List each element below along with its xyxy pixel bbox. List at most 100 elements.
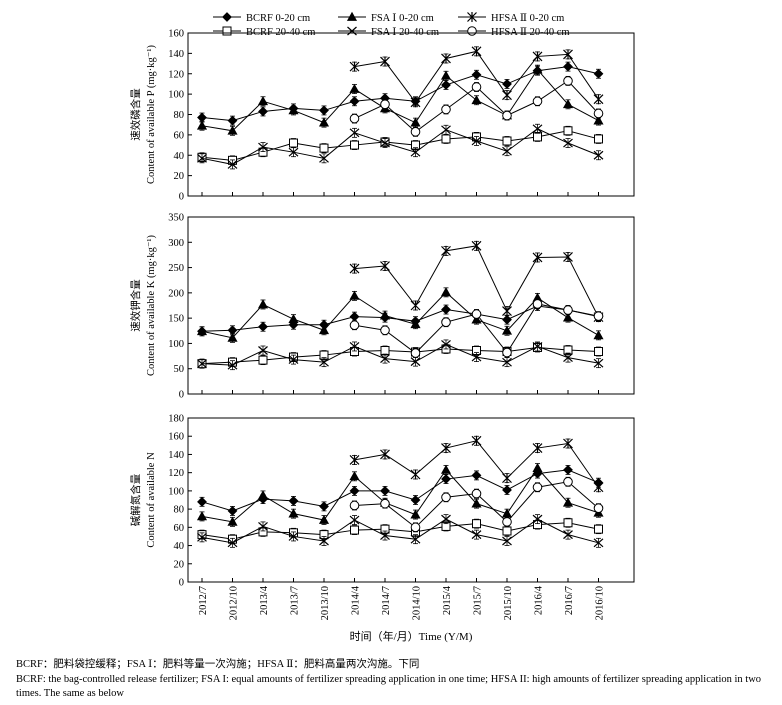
data-point xyxy=(349,320,360,331)
data-point xyxy=(258,521,268,531)
panel-1: 0 20 40 60 80 100 120 140 160 速效磷含量 Content of ava… xyxy=(129,29,635,203)
y-tick-label: 60 xyxy=(174,523,185,534)
data-point xyxy=(349,515,360,525)
data-point xyxy=(197,359,207,369)
data-point xyxy=(227,159,238,169)
y-tick-label: 180 xyxy=(168,414,184,425)
legend-marker-cross xyxy=(347,26,357,36)
y-axis-title-en: Content of available N xyxy=(146,452,157,548)
y-axis: 0 20 40 60 80 100 120 140 160 xyxy=(168,29,192,203)
data-point xyxy=(502,357,512,367)
y-tick-label: 350 xyxy=(168,213,184,224)
data-point xyxy=(594,347,603,357)
data-point xyxy=(410,534,421,544)
data-point xyxy=(471,136,482,146)
y-tick-label: 160 xyxy=(168,432,184,443)
data-point xyxy=(257,490,269,500)
y-tick-label: 200 xyxy=(168,288,184,299)
x-tick-label: 2014/7 xyxy=(381,586,392,615)
data-point xyxy=(349,342,360,351)
data-point xyxy=(471,95,482,105)
data-point xyxy=(288,105,299,115)
data-point xyxy=(594,524,603,534)
data-point xyxy=(257,299,269,309)
series-line xyxy=(201,346,599,365)
data-point xyxy=(471,530,482,540)
series-line xyxy=(354,245,599,318)
y-tick-label: 250 xyxy=(168,263,184,274)
legend-marker-circle xyxy=(467,26,477,36)
data-point xyxy=(501,508,513,518)
data-point xyxy=(197,496,207,507)
y-tick-label: 20 xyxy=(174,171,185,182)
data-point xyxy=(593,68,604,79)
data-point xyxy=(471,46,482,57)
data-point xyxy=(288,147,299,157)
series-circle xyxy=(349,299,604,358)
data-point xyxy=(380,449,390,460)
data-point xyxy=(319,105,329,116)
data-point xyxy=(533,132,542,142)
data-point xyxy=(441,80,451,90)
x-axis: 2012/7 2012/10 2013/4 2013/7 2013/10 2014/4 20… xyxy=(198,585,606,620)
plot-frame xyxy=(187,32,635,197)
data-point xyxy=(502,146,512,156)
data-point xyxy=(349,83,360,93)
x-tick-label: 2013/7 xyxy=(290,586,301,615)
data-point xyxy=(227,360,238,370)
y-axis-title-en: Content of available P (mg·kg⁻¹) xyxy=(146,45,157,184)
data-point xyxy=(258,355,268,365)
data-point xyxy=(196,326,208,336)
data-point xyxy=(593,358,604,368)
data-point xyxy=(410,522,421,533)
data-point xyxy=(257,96,269,106)
y-axis-title-cn: 碱解氮含量 xyxy=(129,473,142,526)
data-point xyxy=(532,342,543,351)
x-tick-label: 2012/10 xyxy=(229,586,240,620)
data-point xyxy=(502,485,512,495)
data-point xyxy=(258,346,268,355)
data-point xyxy=(441,514,451,524)
data-point xyxy=(563,61,573,72)
y-tick-label: 300 xyxy=(168,238,184,249)
data-point xyxy=(471,488,482,499)
data-point xyxy=(532,482,543,493)
data-point xyxy=(441,125,451,135)
data-point xyxy=(502,306,512,317)
data-point xyxy=(197,153,207,163)
data-point xyxy=(349,263,360,274)
series-circle xyxy=(349,476,604,533)
y-axis-title-cn: 速效磷含量 xyxy=(129,88,142,141)
legend-label: HFSA Ⅱ 0-20 cm xyxy=(491,13,564,24)
data-point xyxy=(502,136,512,146)
data-point xyxy=(410,357,421,367)
data-point xyxy=(410,97,421,108)
data-point xyxy=(349,61,360,72)
legend: BCRF 0-20 cm FSA Ⅰ 0-20 cm HFSA Ⅱ 0-20 cmB… xyxy=(213,11,570,38)
data-point xyxy=(441,53,451,64)
data-point xyxy=(471,314,482,324)
data-point xyxy=(410,495,421,505)
data-point xyxy=(319,357,329,367)
data-point xyxy=(594,134,603,144)
data-point xyxy=(349,454,360,465)
data-point xyxy=(380,99,390,110)
series-triangle xyxy=(196,64,604,136)
series-diamond xyxy=(197,301,604,337)
x-tick-label: 2015/7 xyxy=(473,586,484,615)
legend-item: FSA Ⅰ 0-20 cm xyxy=(338,11,434,24)
data-point xyxy=(563,518,573,528)
data-point xyxy=(563,49,573,60)
data-point xyxy=(532,64,543,74)
x-tick-label: 2016/10 xyxy=(595,586,606,620)
y-axis-title-en: Content of available K (mg·kg⁻¹) xyxy=(146,234,157,376)
data-point xyxy=(502,347,512,358)
data-point xyxy=(471,240,482,251)
data-point xyxy=(502,79,512,89)
y-tick-label: 0 xyxy=(179,390,184,401)
data-point xyxy=(562,497,574,507)
data-point xyxy=(349,471,360,481)
data-point xyxy=(532,299,543,309)
data-point xyxy=(258,106,268,117)
data-point xyxy=(593,482,604,493)
